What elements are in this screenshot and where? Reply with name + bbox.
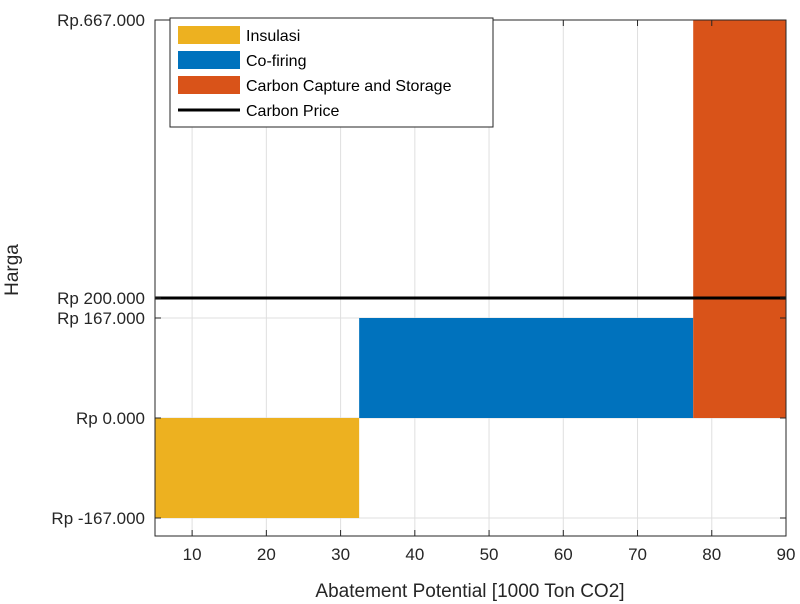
x-tick-label: 10 [183,545,202,564]
x-tick-label: 70 [628,545,647,564]
bars [155,20,786,518]
y-tick-label: Rp 200.000 [57,289,145,308]
x-axis-title: Abatement Potential [1000 Ton CO2] [315,581,624,602]
bar-carbon-capture-and-storage [693,20,786,418]
x-tick-label: 90 [777,545,796,564]
x-tick-label: 40 [405,545,424,564]
x-tick-label: 20 [257,545,276,564]
x-axis-ticks: 10 20 30 40 50 60 70 80 90 [183,20,796,564]
x-tick-label: 60 [554,545,573,564]
x-tick-label: 50 [480,545,499,564]
bar-insulasi [155,418,360,518]
legend-swatch [178,26,240,44]
legend-label: Co-firing [246,53,306,70]
legend-label: Carbon Capture and Storage [246,78,452,95]
legend-swatch [178,51,240,69]
x-tick-label: 30 [331,545,350,564]
legend-label: Insulasi [246,28,300,45]
legend: Insulasi Co-firing Carbon Capture and Stor… [169,17,494,128]
legend-swatch [178,76,240,94]
y-tick-label: Rp 167.000 [57,309,145,328]
x-tick-label: 80 [702,545,721,564]
y-tick-label: Rp 0.000 [76,409,145,428]
y-tick-label: Rp.667.000 [57,11,145,30]
legend-label: Carbon Price [246,103,339,120]
y-tick-label: Rp -167.000 [51,509,145,528]
bar-co-firing [359,318,694,418]
y-axis-title: Harga [2,244,23,296]
